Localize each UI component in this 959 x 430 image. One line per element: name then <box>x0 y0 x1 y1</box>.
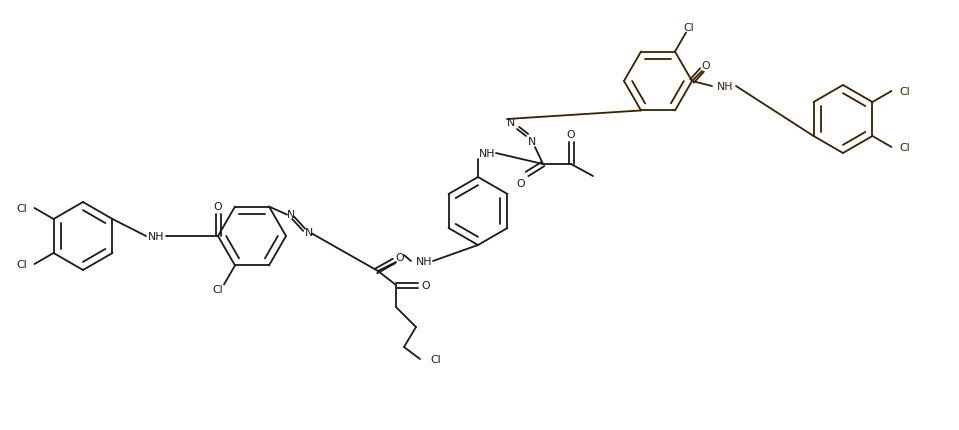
Text: NH: NH <box>148 231 164 241</box>
Text: O: O <box>567 130 575 140</box>
Text: N: N <box>507 118 515 128</box>
Text: N: N <box>527 137 536 147</box>
Text: N: N <box>305 227 314 237</box>
Text: Cl: Cl <box>16 203 27 214</box>
Text: O: O <box>517 178 526 189</box>
Text: NH: NH <box>716 82 734 92</box>
Text: Cl: Cl <box>900 143 910 153</box>
Text: O: O <box>214 202 222 212</box>
Text: Cl: Cl <box>16 259 27 269</box>
Text: Cl: Cl <box>684 22 694 32</box>
Text: NH: NH <box>416 256 433 266</box>
Text: Cl: Cl <box>430 354 440 364</box>
Text: Cl: Cl <box>900 87 910 97</box>
Text: O: O <box>702 61 711 71</box>
Text: O: O <box>396 252 405 262</box>
Text: NH: NH <box>479 149 495 159</box>
Text: O: O <box>422 280 431 290</box>
Text: Cl: Cl <box>213 285 223 295</box>
Text: N: N <box>287 209 295 219</box>
